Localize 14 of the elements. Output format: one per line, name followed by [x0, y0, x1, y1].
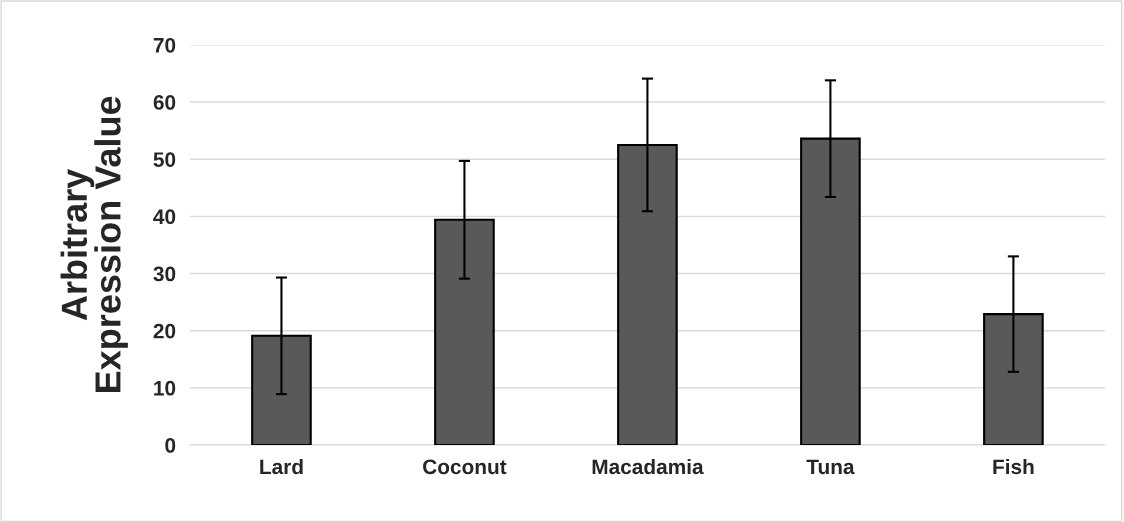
y-tick-label: 10 [154, 380, 176, 396]
y-tick-label: 30 [153, 266, 176, 282]
y-tick-label: 40 [153, 209, 176, 225]
x-tick-label: Fish [993, 458, 1034, 475]
x-tick-label: Lard [260, 458, 303, 475]
y-tick-label: 70 [153, 37, 176, 53]
x-tick-label: Tuna [806, 459, 855, 475]
y-axis-title: Arbitrary Expression Value [60, 96, 128, 393]
x-tick-label: Coconut [423, 459, 507, 475]
y-tick-label: 20 [153, 323, 176, 339]
y-tick-label: 0 [165, 438, 176, 453]
y-tick-label: 60 [153, 95, 176, 110]
x-tick-label: Macadamia [592, 458, 704, 475]
y-tick-label: 50 [153, 152, 176, 167]
